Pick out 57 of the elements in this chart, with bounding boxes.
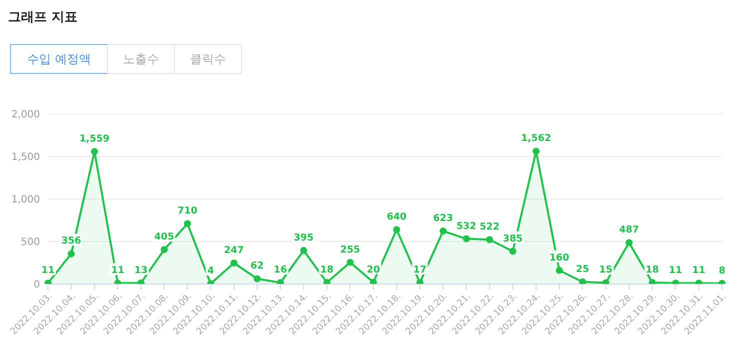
data-label: 18 [646, 264, 660, 276]
point [370, 278, 377, 284]
point [462, 235, 470, 242]
point [68, 250, 75, 258]
text: 수입 예정액 [10, 44, 108, 74]
point [626, 239, 633, 246]
point [440, 228, 447, 235]
data-label: 11 [111, 265, 124, 276]
point [579, 278, 586, 284]
data-label: 16 [274, 264, 288, 276]
point [230, 260, 238, 267]
data-label: 487 [619, 224, 639, 236]
data-label: 18 [320, 264, 334, 276]
data-label: 11 [41, 265, 55, 276]
data-label: 62 [250, 260, 264, 272]
point [509, 248, 516, 255]
point [486, 236, 494, 244]
data-label: 640 [386, 212, 407, 223]
data-label: 1,559 [79, 133, 110, 144]
point [323, 278, 330, 284]
chart-title: 그래프 지표 [8, 9, 79, 26]
data-label: 8 [718, 265, 726, 276]
data-label: 405 [154, 232, 174, 243]
data-label: 4 [207, 266, 214, 277]
point [254, 275, 261, 282]
point [160, 246, 168, 254]
data-label: 710 [178, 206, 198, 217]
data-label: 11 [668, 265, 682, 276]
point [184, 220, 191, 228]
y-tick-label: 500 [20, 237, 40, 248]
data-label: 522 [480, 222, 500, 233]
y-tick-label: 1,500 [11, 152, 40, 164]
data-label: 13 [134, 264, 148, 276]
data-label: 255 [340, 244, 360, 256]
data-label: 247 [224, 245, 244, 256]
data-label: 15 [599, 264, 612, 276]
text: 노출수 [106, 44, 175, 74]
y-tick-label: 1,000 [11, 194, 40, 206]
data-label: 17 [413, 264, 426, 276]
point [300, 246, 308, 254]
data-label: 160 [549, 252, 570, 264]
point [648, 278, 656, 284]
data-label: 532 [456, 220, 476, 232]
data-label: 623 [433, 213, 454, 224]
y-tick-label: 2,000 [11, 110, 40, 121]
point [346, 258, 354, 266]
point [556, 266, 563, 274]
data-label: 395 [294, 232, 314, 244]
point [393, 226, 400, 234]
data-label: 1,562 [521, 133, 552, 144]
data-label: 25 [576, 264, 590, 275]
data-label: 20 [366, 264, 380, 276]
data-label: 356 [61, 236, 82, 247]
text: 클릭수 [174, 44, 242, 74]
y-tick-label: 0 [34, 280, 40, 291]
data-label: 385 [502, 233, 523, 244]
data-label: 11 [692, 265, 706, 276]
